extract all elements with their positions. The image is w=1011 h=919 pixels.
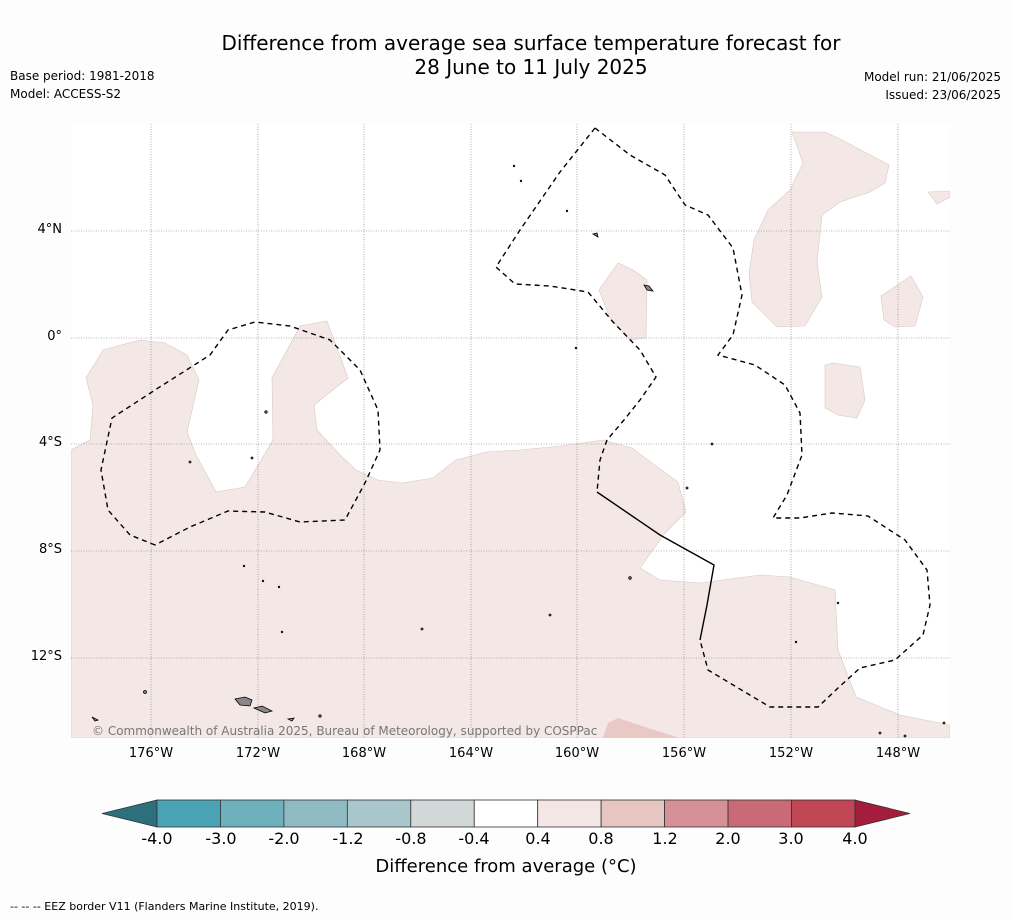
colorbar-label: 0.4 [525,829,551,848]
colorbar-bin [346,799,412,828]
colorbar-label: 2.0 [715,829,741,848]
colorbar-bin [283,799,348,828]
anomaly-shading-warm [603,718,680,738]
lat-label-8s: 8°S [38,542,62,557]
colorbar-extend-high [854,799,911,828]
colorbar-label: -0.4 [458,829,490,848]
meta-left: Base period: 1981-2018 Model: ACCESS-S2 [10,67,155,103]
colorbar-bin [473,799,539,828]
copyright-notice: © Commonwealth of Australia 2025, Bureau… [92,724,598,738]
lon-label-156w: 156°W [661,746,707,761]
colorbar-label: -4.0 [141,829,173,848]
model-run: Model run: 21/06/2025 [863,70,1001,84]
issued-date: Issued: 23/06/2025 [885,88,1001,102]
colorbar-label: 0.8 [588,829,614,848]
eez-legend-note: -- -- -- EEZ border V11 (Flanders Marine… [10,900,319,913]
model-name: Model: ACCESS-S2 [10,87,122,101]
lat-label-4n: 4°N [37,222,63,237]
eez-borders-solid [596,491,715,641]
colorbar-extend-low [101,799,158,828]
gridlines [71,124,950,738]
lon-label-152w: 152°W [768,746,814,761]
colorbar-label: -2.0 [268,829,300,848]
colorbar-bin [664,799,729,828]
lon-label-164w: 164°W [448,746,494,761]
lat-label-equator: 0° [47,329,62,344]
colorbar-label: 3.0 [778,829,804,848]
colorbar-bin [537,799,602,828]
map-title: Difference from average sea surface temp… [0,31,1011,79]
lon-label-160w: 160°W [554,746,600,761]
colorbar-bin [410,799,475,828]
colorbar-bin [791,799,856,828]
lat-label-12s: 12°S [30,649,62,664]
eez-borders [100,127,931,708]
colorbar-label: -0.8 [395,829,427,848]
lon-label-168w: 168°W [341,746,387,761]
colorbar-bin [156,799,221,828]
colorbar-title: Difference from average (°C) [375,856,637,877]
lon-label-176w: 176°W [128,746,174,761]
colorbar-bin [600,799,666,828]
title-line-1: Difference from average sea surface temp… [221,31,841,55]
colorbar-label: -1.2 [332,829,364,848]
islands [91,164,946,738]
lon-label-172w: 172°W [235,746,281,761]
title-line-2: 28 June to 11 July 2025 [414,55,648,79]
colorbar-label: 4.0 [842,829,868,848]
colorbar-label: -3.0 [205,829,237,848]
colorbar-bin [220,799,285,828]
colorbar-label: 1.2 [652,829,678,848]
colorbar-bin [727,799,792,828]
lat-label-4s: 4°S [38,435,62,450]
anomaly-shading [71,131,950,738]
lon-label-148w: 148°W [875,746,921,761]
base-period: Base period: 1981-2018 [10,69,155,83]
meta-right: Model run: 21/06/2025 Issued: 23/06/2025 [864,68,1001,104]
